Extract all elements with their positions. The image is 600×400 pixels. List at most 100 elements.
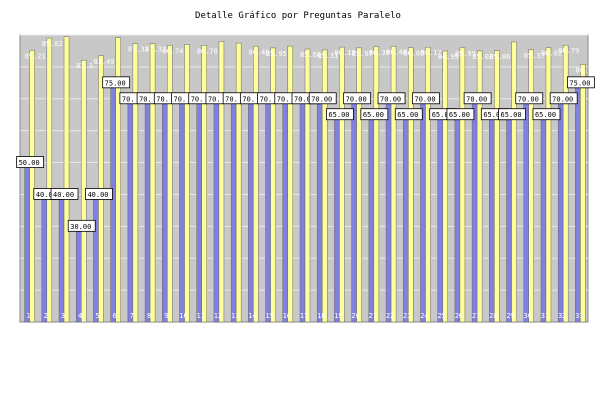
data-label-paralelo: 65.00 [498,108,526,121]
data-label-box [446,108,475,121]
data-label-text: 40.00 [87,191,108,199]
x-tick-label: 29 [506,312,514,320]
bar-general [562,44,569,323]
bar-paralelo [471,98,478,323]
data-label-paralelo: 65.00 [532,108,561,121]
data-label-general: 83.49 [93,58,114,66]
data-label-paralelo: 70.00 [343,92,372,105]
bar-general [115,37,121,323]
data-label-text: 65.00 [397,111,418,119]
y-tick-label: 60 [10,128,18,136]
bar-paralelo [489,114,495,323]
data-label-general: 85.37 [524,52,545,60]
data-label-paralelo: 70.00 [377,92,406,105]
data-label-text: 70. [242,95,255,103]
bar-paralelo [540,114,547,323]
bar-general [494,50,500,323]
x-tick-label: 23 [403,312,411,320]
bar-general [167,45,173,323]
bar-general [321,49,328,323]
data-label-text: 30.00 [70,223,91,231]
x-tick-label: 28 [489,312,497,320]
data-label-general: 86.17 [420,49,441,57]
y-tick-label: 70 [10,96,18,104]
data-label-text: 50.00 [19,159,40,167]
y-tick-label: 30 [10,223,18,231]
data-label-paralelo: 70. [188,92,207,105]
bar-general [339,46,345,323]
x-tick-label: 12 [214,312,222,320]
data-label-general: 84.99 [438,53,459,61]
data-label-text: 70. [225,95,238,103]
data-label-paralelo: 70. [136,92,156,105]
bar-general [46,37,53,323]
data-label-box [343,92,372,105]
data-label-text: 70. [260,95,273,103]
data-label-box [102,76,131,89]
bar-paralelo [506,114,512,323]
data-label-paralelo: 70. [239,92,259,105]
bar-general [253,46,259,323]
bar-paralelo [523,98,530,323]
x-tick-label: 24 [420,312,428,320]
x-tick-label: 25 [437,312,445,320]
data-label-general: 85.02 [472,53,493,61]
data-label-box [16,156,45,168]
bar-general [442,50,448,323]
data-label-box [308,92,337,105]
data-label-general: 85.21 [25,52,46,60]
data-label-text: 70. [122,95,135,103]
chart-title: Detalle Gráfico por Preguntas Paralelo [195,11,401,21]
bar-general [390,46,397,323]
bar-general [580,64,586,323]
data-label-box [377,92,406,105]
bar-general [425,46,431,323]
data-label-general: 85.99 [455,50,476,58]
data-label-box [549,92,578,105]
bar-general [545,47,552,323]
bar-paralelo [385,98,392,323]
data-label-paralelo: 70. [153,92,173,105]
x-tick-label: 2 [44,312,48,320]
data-label-box [463,92,492,105]
data-label-paralelo: 70.00 [308,92,337,105]
x-tick-label: 16 [283,312,291,320]
data-label-box [532,108,561,121]
bar-paralelo [420,98,426,323]
data-label-text: 70. [156,95,169,103]
bar-general [356,47,362,323]
bar-general [373,46,380,323]
data-label-paralelo: 65.00 [394,108,423,121]
x-axis-ticks: 1 2 3 4 5 6 7 8 9 10 11 12 13 14 15 16 17 18 19 20 21 22 23 24 2… [26,312,583,320]
data-label-paralelo: 70. [171,92,190,105]
x-tick-label: 11 [197,312,205,320]
data-label-box [566,76,595,89]
data-label-text: 70.00 [346,95,367,103]
x-tick-label: 3 [61,312,65,320]
x-tick-label: 15 [265,312,273,320]
data-label-general: 89.02 [42,40,63,48]
data-label-text: 65.00 [535,111,556,119]
x-tick-label: 1 [26,312,30,320]
data-label-text: 70. [208,95,221,103]
bar-paralelo [403,114,409,323]
bar-general [270,47,276,323]
data-label-general: 85.06 [489,53,510,61]
data-label-text: 70. [277,95,290,103]
x-tick-label: 5 [95,312,99,320]
data-label-text: 70.00 [380,95,401,103]
y-tick-label: 10 [10,287,18,295]
data-label-text: 70.00 [466,95,487,103]
data-label-general: 86.30 [369,49,390,57]
data-label-text: 65.00 [363,111,384,119]
data-label-text: 65.00 [432,111,453,119]
data-label-paralelo: 70.00 [412,92,440,105]
x-tick-label: 17 [300,312,308,320]
data-label-text: 70.00 [414,95,435,103]
data-label-text: 70.00 [294,95,315,103]
bar-paralelo [110,82,116,323]
data-label-general: 86.46 [386,48,407,56]
bar-general [149,43,156,323]
data-label-text: 70.00 [552,95,573,103]
data-label-paralelo: 70. [205,92,225,105]
